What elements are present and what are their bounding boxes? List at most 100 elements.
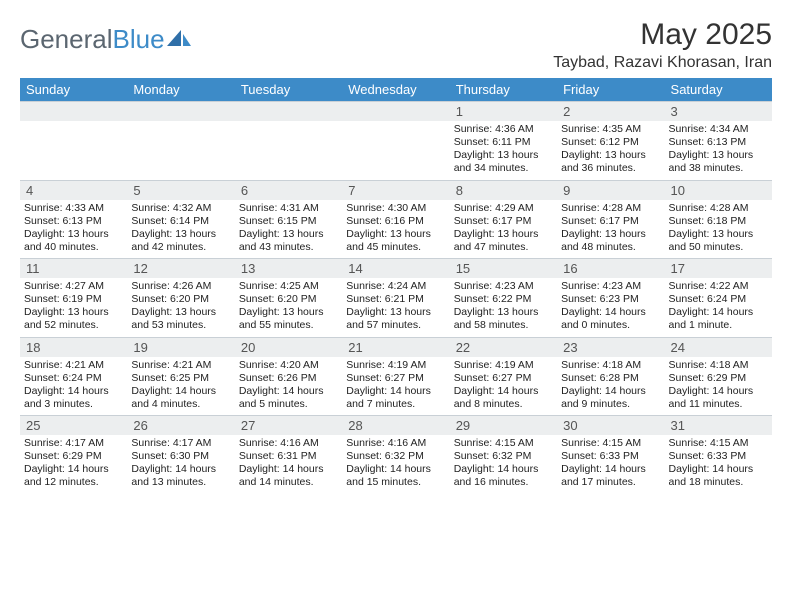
sunrise-text: Sunrise: 4:18 AM: [669, 359, 768, 372]
sunrise-text: Sunrise: 4:21 AM: [24, 359, 123, 372]
sunrise-text: Sunrise: 4:35 AM: [561, 123, 660, 136]
day-cell: Sunrise: 4:17 AMSunset: 6:29 PMDaylight:…: [20, 435, 127, 494]
daylight-text: Daylight: 14 hours and 7 minutes.: [346, 385, 445, 411]
sunrise-text: Sunrise: 4:23 AM: [454, 280, 553, 293]
sunset-text: Sunset: 6:13 PM: [669, 136, 768, 149]
sunset-text: Sunset: 6:28 PM: [561, 372, 660, 385]
week-row: Sunrise: 4:27 AMSunset: 6:19 PMDaylight:…: [20, 278, 772, 337]
daylight-text: Daylight: 14 hours and 1 minute.: [669, 306, 768, 332]
sunrise-text: Sunrise: 4:34 AM: [669, 123, 768, 136]
sunrise-text: Sunrise: 4:15 AM: [454, 437, 553, 450]
day-number-row: 25262728293031: [20, 415, 772, 435]
day-cell: Sunrise: 4:32 AMSunset: 6:14 PMDaylight:…: [127, 200, 234, 259]
day-cell: Sunrise: 4:27 AMSunset: 6:19 PMDaylight:…: [20, 278, 127, 337]
sunrise-text: Sunrise: 4:28 AM: [561, 202, 660, 215]
sunrise-text: Sunrise: 4:16 AM: [346, 437, 445, 450]
sunset-text: Sunset: 6:33 PM: [669, 450, 768, 463]
day-header: Wednesday: [342, 78, 449, 101]
day-number: 27: [235, 416, 342, 435]
sunrise-text: Sunrise: 4:15 AM: [669, 437, 768, 450]
day-cell: Sunrise: 4:28 AMSunset: 6:17 PMDaylight:…: [557, 200, 664, 259]
logo-text-1: General: [20, 24, 113, 55]
sunset-text: Sunset: 6:18 PM: [669, 215, 768, 228]
day-number: 19: [127, 338, 234, 357]
day-number: 10: [665, 181, 772, 200]
calendar-page: GeneralBlue May 2025 Taybad, Razavi Khor…: [0, 0, 792, 504]
daylight-text: Daylight: 14 hours and 12 minutes.: [24, 463, 123, 489]
sunset-text: Sunset: 6:12 PM: [561, 136, 660, 149]
sunrise-text: Sunrise: 4:19 AM: [346, 359, 445, 372]
sunset-text: Sunset: 6:22 PM: [454, 293, 553, 306]
day-cell: Sunrise: 4:24 AMSunset: 6:21 PMDaylight:…: [342, 278, 449, 337]
sunrise-text: Sunrise: 4:32 AM: [131, 202, 230, 215]
daylight-text: Daylight: 13 hours and 58 minutes.: [454, 306, 553, 332]
sunrise-text: Sunrise: 4:17 AM: [24, 437, 123, 450]
day-cell: [20, 121, 127, 180]
day-cell: Sunrise: 4:23 AMSunset: 6:22 PMDaylight:…: [450, 278, 557, 337]
daylight-text: Daylight: 13 hours and 48 minutes.: [561, 228, 660, 254]
day-number: 17: [665, 259, 772, 278]
day-header: Thursday: [450, 78, 557, 101]
day-cell: Sunrise: 4:20 AMSunset: 6:26 PMDaylight:…: [235, 357, 342, 416]
day-cell: Sunrise: 4:26 AMSunset: 6:20 PMDaylight:…: [127, 278, 234, 337]
daylight-text: Daylight: 14 hours and 15 minutes.: [346, 463, 445, 489]
day-number: 18: [20, 338, 127, 357]
day-number: 25: [20, 416, 127, 435]
sunset-text: Sunset: 6:32 PM: [346, 450, 445, 463]
sunset-text: Sunset: 6:31 PM: [239, 450, 338, 463]
daylight-text: Daylight: 14 hours and 16 minutes.: [454, 463, 553, 489]
title-block: May 2025 Taybad, Razavi Khorasan, Iran: [553, 18, 772, 72]
sunrise-text: Sunrise: 4:15 AM: [561, 437, 660, 450]
day-cell: Sunrise: 4:15 AMSunset: 6:32 PMDaylight:…: [450, 435, 557, 494]
day-number-row: 45678910: [20, 180, 772, 200]
daylight-text: Daylight: 13 hours and 57 minutes.: [346, 306, 445, 332]
day-number: 5: [127, 181, 234, 200]
sunrise-text: Sunrise: 4:20 AM: [239, 359, 338, 372]
sunset-text: Sunset: 6:27 PM: [454, 372, 553, 385]
daylight-text: Daylight: 13 hours and 53 minutes.: [131, 306, 230, 332]
day-cell: Sunrise: 4:29 AMSunset: 6:17 PMDaylight:…: [450, 200, 557, 259]
sunrise-text: Sunrise: 4:24 AM: [346, 280, 445, 293]
day-cell: Sunrise: 4:34 AMSunset: 6:13 PMDaylight:…: [665, 121, 772, 180]
day-cell: Sunrise: 4:31 AMSunset: 6:15 PMDaylight:…: [235, 200, 342, 259]
day-number: 20: [235, 338, 342, 357]
day-cell: [235, 121, 342, 180]
sunrise-text: Sunrise: 4:18 AM: [561, 359, 660, 372]
sunset-text: Sunset: 6:17 PM: [454, 215, 553, 228]
day-number: [127, 102, 234, 121]
day-number: 11: [20, 259, 127, 278]
daylight-text: Daylight: 14 hours and 18 minutes.: [669, 463, 768, 489]
day-cell: [342, 121, 449, 180]
sunrise-text: Sunrise: 4:30 AM: [346, 202, 445, 215]
day-number: [20, 102, 127, 121]
day-number: 7: [342, 181, 449, 200]
sunset-text: Sunset: 6:21 PM: [346, 293, 445, 306]
daylight-text: Daylight: 13 hours and 43 minutes.: [239, 228, 338, 254]
sunset-text: Sunset: 6:20 PM: [239, 293, 338, 306]
sunrise-text: Sunrise: 4:17 AM: [131, 437, 230, 450]
day-header-row: Sunday Monday Tuesday Wednesday Thursday…: [20, 78, 772, 101]
daylight-text: Daylight: 14 hours and 4 minutes.: [131, 385, 230, 411]
sunset-text: Sunset: 6:17 PM: [561, 215, 660, 228]
sunset-text: Sunset: 6:24 PM: [669, 293, 768, 306]
day-header: Saturday: [665, 78, 772, 101]
daylight-text: Daylight: 13 hours and 52 minutes.: [24, 306, 123, 332]
day-cell: Sunrise: 4:19 AMSunset: 6:27 PMDaylight:…: [450, 357, 557, 416]
daylight-text: Daylight: 14 hours and 8 minutes.: [454, 385, 553, 411]
sunset-text: Sunset: 6:29 PM: [669, 372, 768, 385]
sunrise-text: Sunrise: 4:31 AM: [239, 202, 338, 215]
sunrise-text: Sunrise: 4:26 AM: [131, 280, 230, 293]
day-cell: Sunrise: 4:33 AMSunset: 6:13 PMDaylight:…: [20, 200, 127, 259]
day-number: 12: [127, 259, 234, 278]
sunrise-text: Sunrise: 4:28 AM: [669, 202, 768, 215]
daylight-text: Daylight: 13 hours and 50 minutes.: [669, 228, 768, 254]
logo-sail-icon: [167, 28, 193, 53]
day-cell: Sunrise: 4:15 AMSunset: 6:33 PMDaylight:…: [665, 435, 772, 494]
daylight-text: Daylight: 13 hours and 55 minutes.: [239, 306, 338, 332]
sunset-text: Sunset: 6:11 PM: [454, 136, 553, 149]
day-number: 6: [235, 181, 342, 200]
daylight-text: Daylight: 13 hours and 36 minutes.: [561, 149, 660, 175]
day-number-row: 11121314151617: [20, 258, 772, 278]
day-cell: Sunrise: 4:16 AMSunset: 6:31 PMDaylight:…: [235, 435, 342, 494]
day-cell: Sunrise: 4:25 AMSunset: 6:20 PMDaylight:…: [235, 278, 342, 337]
